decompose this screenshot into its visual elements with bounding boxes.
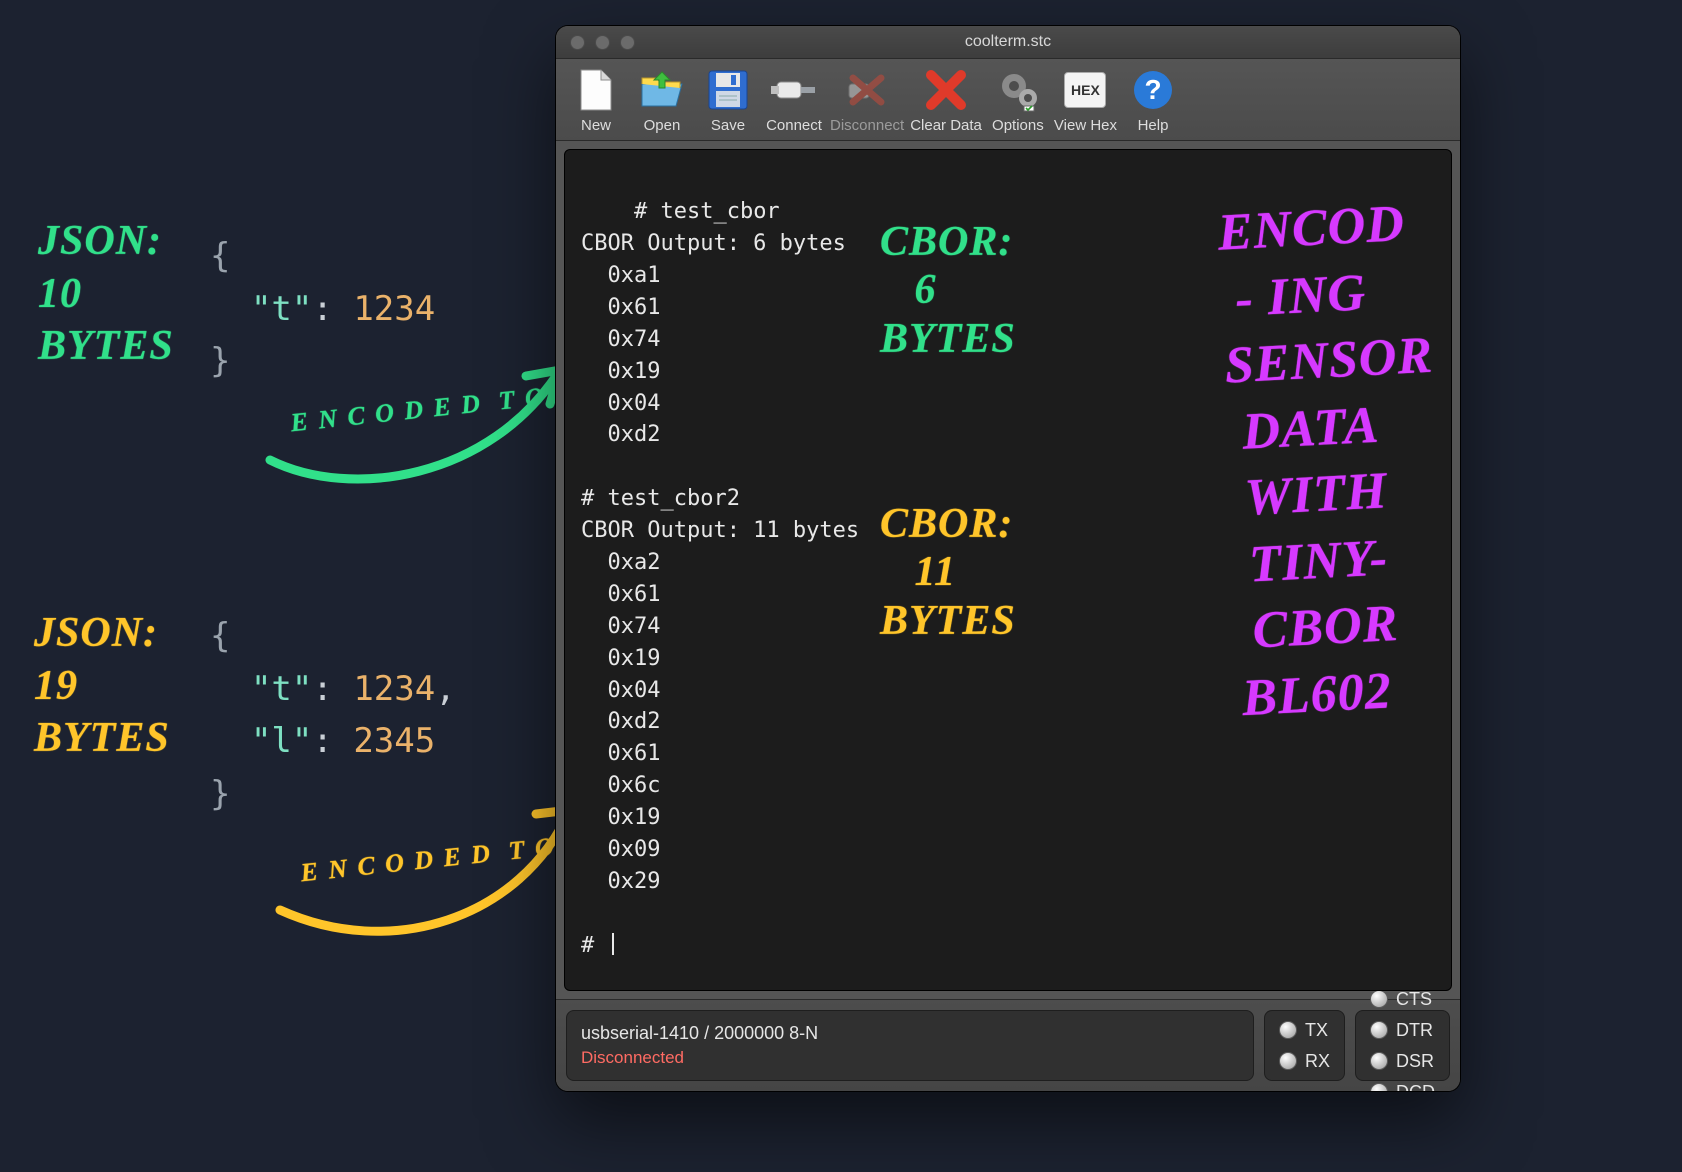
window-title: coolterm.stc: [556, 33, 1460, 51]
cbor1-size-annotation: CBOR: 6 BYTES: [880, 218, 1016, 363]
open-button[interactable]: Open: [632, 67, 692, 134]
new-button[interactable]: New: [566, 67, 626, 134]
options-label: Options: [992, 117, 1044, 134]
terminal-text: # test_cbor CBOR Output: 6 bytes 0xa1 0x…: [581, 199, 859, 957]
led-cts: CTS: [1370, 989, 1435, 1010]
options-button[interactable]: Options: [988, 67, 1048, 134]
connection-state: Disconnected: [581, 1048, 1239, 1068]
json1-size-annotation: JSON: 10 BYTES: [38, 215, 174, 373]
json2-val2: 2345: [353, 721, 435, 761]
clear-button[interactable]: Clear Data: [910, 67, 982, 134]
json2-code: { "t": 1234, "l": 2345 }: [210, 610, 456, 821]
svg-text:?: ?: [1144, 74, 1161, 105]
brace-open: {: [210, 236, 230, 276]
connect-icon: [771, 67, 817, 113]
colon: :: [312, 289, 353, 329]
json1-val: 1234: [353, 289, 435, 329]
toolbar: New Open Save Connect Disconnect: [556, 59, 1460, 141]
connect-label: Connect: [766, 117, 822, 134]
open-label: Open: [644, 117, 681, 134]
json2-key1: "t": [251, 669, 312, 709]
open-icon: [639, 67, 685, 113]
led-dtr: DTR: [1370, 1020, 1435, 1041]
viewhex-button[interactable]: HEX View Hex: [1054, 67, 1117, 134]
disconnect-label: Disconnect: [830, 117, 904, 134]
brace-close: }: [210, 774, 230, 814]
clear-label: Clear Data: [910, 117, 982, 134]
disconnect-icon: [844, 67, 890, 113]
brace-open: {: [210, 616, 230, 656]
clear-icon: [923, 67, 969, 113]
new-label: New: [581, 117, 611, 134]
brace-close: }: [210, 341, 230, 381]
save-label: Save: [711, 117, 745, 134]
save-icon: [705, 67, 751, 113]
hex-icon: HEX: [1062, 67, 1108, 113]
titlebar: coolterm.stc: [556, 26, 1460, 59]
save-button[interactable]: Save: [698, 67, 758, 134]
help-button[interactable]: ? Help: [1123, 67, 1183, 134]
viewhex-label: View Hex: [1054, 117, 1117, 134]
led-rx: RX: [1279, 1051, 1330, 1072]
port-status: usbserial-1410 / 2000000 8-N Disconnecte…: [566, 1010, 1254, 1081]
led-dsr: DSR: [1370, 1051, 1435, 1072]
encoded-to-label-2: E N C O D E D T O: [299, 832, 557, 889]
new-file-icon: [573, 67, 619, 113]
gear-icon: [995, 67, 1041, 113]
comma: ,: [435, 669, 455, 709]
txrx-leds: TX RX: [1264, 1010, 1345, 1081]
json2-size-annotation: JSON: 19 BYTES: [34, 607, 170, 765]
json1-code: { "t": 1234 }: [210, 230, 435, 388]
json2-val1: 1234: [353, 669, 435, 709]
disconnect-button[interactable]: Disconnect: [830, 67, 904, 134]
cursor: [612, 933, 614, 955]
help-label: Help: [1138, 117, 1169, 134]
port-line: usbserial-1410 / 2000000 8-N: [581, 1023, 1239, 1044]
json2-key2: "l": [251, 721, 312, 761]
cbor2-size-annotation: CBOR: 11 BYTES: [880, 500, 1016, 645]
statusbar: usbserial-1410 / 2000000 8-N Disconnecte…: [556, 999, 1460, 1091]
json1-key: "t": [251, 289, 312, 329]
encoded-to-label-1: E N C O D E D T O: [289, 382, 547, 439]
led-tx: TX: [1279, 1020, 1330, 1041]
connect-button[interactable]: Connect: [764, 67, 824, 134]
side-banner: ENCOD - ING SENSOR DATA WITH TINY- CBOR …: [1216, 190, 1452, 733]
led-dcd: DCD: [1370, 1082, 1435, 1092]
help-icon: ?: [1130, 67, 1176, 113]
handshake-leds: RTS CTS DTR DSR DCD RI: [1355, 1010, 1450, 1081]
